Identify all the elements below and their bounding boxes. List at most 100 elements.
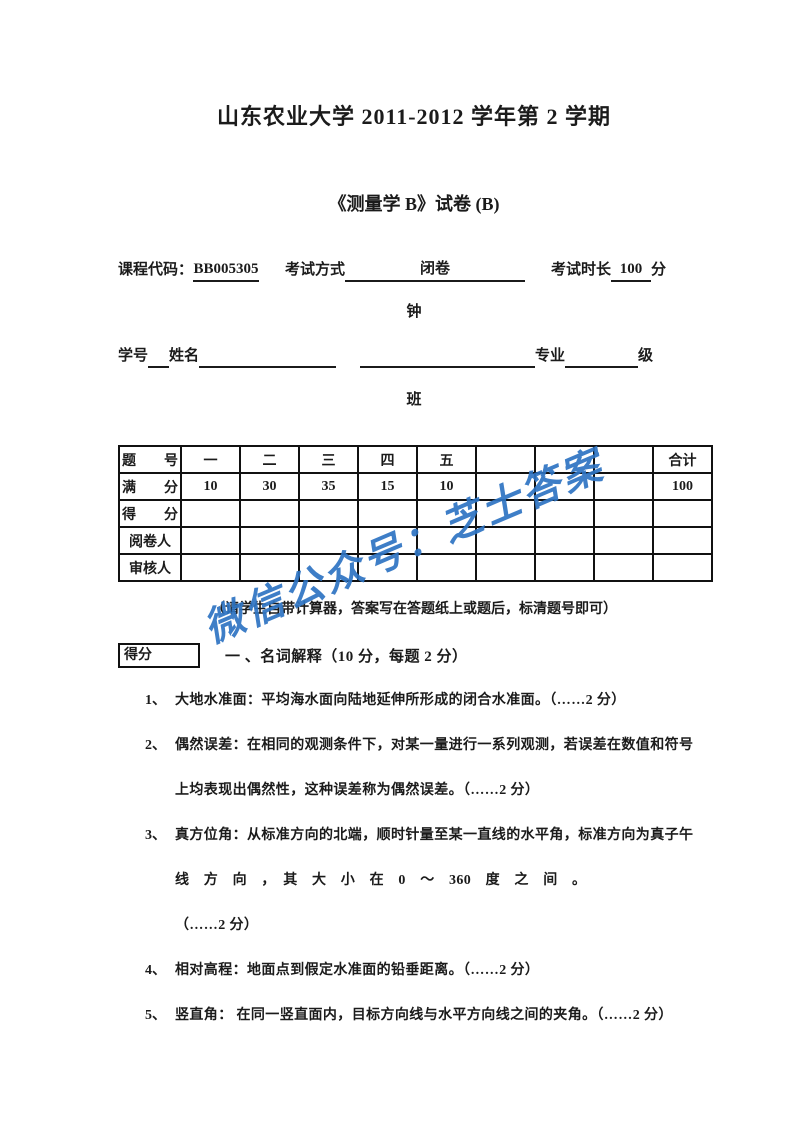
cell — [593, 553, 654, 582]
question-text: 真方位角：从标准方向的北端，顺时针量至某一直线的水平角，标准方向为真子午 线 方… — [175, 813, 710, 948]
cell — [534, 472, 595, 501]
question-item: 5、 竖直角： 在同一竖直面内，目标方向线与水平方向线之间的夹角。（……2 分） — [118, 993, 710, 1038]
question-line: 偶然误差：在相同的观测条件下，对某一量进行一系列观测，若误差在数值和符号 — [175, 738, 694, 753]
question-line: 线 方 向 ， 其 大 小 在 0 ～ 360 度 之 间 。 — [175, 873, 587, 888]
page-title: 山东农业大学 2011-2012 学年第 2 学期 — [216, 104, 612, 129]
question-item: 3、 真方位角：从标准方向的北端，顺时针量至某一直线的水平角，标准方向为真子午 … — [118, 813, 710, 948]
cell: 35 — [298, 472, 359, 501]
cell — [416, 526, 477, 555]
question-number: 3、 — [145, 828, 166, 843]
course-meta-line: 课程代码：BB005305 考试方式 闭卷 考试时长 100 分 — [118, 258, 710, 282]
question-line: （……2 分） — [175, 918, 259, 933]
question-line: 上均表现出偶然性，这种误差称为偶然误差。（……2 分） — [175, 783, 540, 798]
cell — [180, 553, 241, 582]
cell — [357, 553, 418, 582]
question-number: 5、 — [145, 1008, 166, 1023]
cell — [534, 499, 595, 528]
cell — [239, 526, 300, 555]
cell: 10 — [180, 472, 241, 501]
score-box: 得分 — [118, 643, 200, 668]
question-text: 竖直角： 在同一竖直面内，目标方向线与水平方向线之间的夹角。（……2 分） — [175, 993, 710, 1038]
section-header-row: 得分 一 、名词解释（10 分，每题 2 分） — [118, 643, 710, 668]
cell — [475, 499, 536, 528]
cell: 五 — [416, 445, 477, 474]
duration-unit-wrap: 钟 — [406, 304, 422, 320]
major-field — [565, 366, 639, 368]
cell: 100 — [652, 472, 713, 501]
table-row-full-score: 满 分 10 30 35 15 10 100 — [118, 472, 713, 501]
row-label: 满 分 — [118, 472, 182, 501]
question-text: 大地水准面：平均海水面向陆地延伸所形成的闭合水准面。（……2 分） — [175, 678, 710, 723]
table-row-question-number: 题 号 一 二 三 四 五 合计 — [118, 445, 713, 474]
cell — [357, 526, 418, 555]
cell: 一 — [180, 445, 241, 474]
exam-mode-label: 考试方式 — [285, 262, 346, 278]
cell — [239, 499, 300, 528]
row-label: 审核人 — [118, 553, 182, 582]
blank-field — [360, 366, 536, 368]
cell — [593, 472, 654, 501]
cell — [534, 445, 595, 474]
cell — [239, 553, 300, 582]
question-line: 竖直角： 在同一竖直面内，目标方向线与水平方向线之间的夹角。（……2 分） — [175, 1008, 673, 1023]
question-text: 偶然误差：在相同的观测条件下，对某一量进行一系列观测，若误差在数值和符号 上均表… — [175, 723, 710, 813]
cell — [593, 526, 654, 555]
cell: 10 — [416, 472, 477, 501]
major-label: 专业 — [535, 348, 566, 364]
cell — [475, 553, 536, 582]
table-row-obtained-score: 得 分 — [118, 499, 713, 528]
score-table: 题 号 一 二 三 四 五 合计 满 分 10 30 35 15 — [118, 445, 713, 582]
table-row-grader: 阅卷人 — [118, 526, 713, 555]
cell: 合计 — [652, 445, 713, 474]
exam-subtitle: 《测量学 B》试卷 (B) — [328, 194, 500, 214]
question-number: 1、 — [145, 693, 166, 708]
student-id-label: 学号 — [118, 348, 149, 364]
grade-label: 级 — [638, 348, 654, 364]
row-label: 题 号 — [118, 445, 182, 474]
cell — [534, 553, 595, 582]
name-field — [199, 366, 337, 368]
student-id-field — [148, 366, 170, 368]
row-label: 阅卷人 — [118, 526, 182, 555]
cell — [593, 445, 654, 474]
cell — [475, 526, 536, 555]
cell — [652, 526, 713, 555]
cell: 二 — [239, 445, 300, 474]
exam-mode-value: 闭卷 — [345, 258, 526, 282]
cell — [298, 499, 359, 528]
instruction-note: （请学生自带计算器，答案写在答题纸上或题后，标清题号即可） — [211, 602, 617, 617]
cell — [180, 526, 241, 555]
cell: 30 — [239, 472, 300, 501]
name-label: 姓名 — [169, 348, 200, 364]
cell: 三 — [298, 445, 359, 474]
table-row-reviewer: 审核人 — [118, 553, 713, 582]
cell — [475, 445, 536, 474]
cell — [298, 553, 359, 582]
cell — [180, 499, 241, 528]
cell — [475, 472, 536, 501]
cell — [298, 526, 359, 555]
cell — [652, 499, 713, 528]
question-list: 1、 大地水准面：平均海水面向陆地延伸所形成的闭合水准面。（……2 分） 2、 … — [118, 678, 710, 1038]
cell — [416, 553, 477, 582]
section-heading: 一 、名词解释（10 分，每题 2 分） — [225, 649, 468, 665]
course-code-label: 课程代码： — [118, 262, 194, 278]
class-label-wrap: 班 — [406, 392, 422, 408]
duration-unit: 分 — [651, 262, 667, 278]
cell — [357, 499, 418, 528]
cell: 四 — [357, 445, 418, 474]
question-item: 4、 相对高程：地面点到假定水准面的铅垂距离。（……2 分） — [118, 948, 710, 993]
cell — [534, 526, 595, 555]
duration-value: 100 — [611, 258, 652, 282]
question-text: 相对高程：地面点到假定水准面的铅垂距离。（……2 分） — [175, 948, 710, 993]
question-number: 4、 — [145, 963, 166, 978]
cell — [416, 499, 477, 528]
row-label: 得 分 — [118, 499, 182, 528]
course-code-value: BB005305 — [193, 258, 260, 282]
question-number: 2、 — [145, 738, 166, 753]
question-item: 1、 大地水准面：平均海水面向陆地延伸所形成的闭合水准面。（……2 分） — [118, 678, 710, 723]
question-line: 真方位角：从标准方向的北端，顺时针量至某一直线的水平角，标准方向为真子午 — [175, 828, 694, 843]
question-line: 大地水准面：平均海水面向陆地延伸所形成的闭合水准面。（……2 分） — [175, 693, 626, 708]
cell — [652, 553, 713, 582]
